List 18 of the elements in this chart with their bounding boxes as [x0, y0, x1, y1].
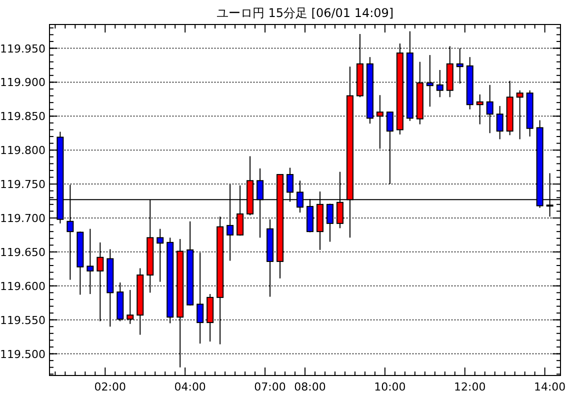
y-tick-label: 119.800 [0, 144, 46, 158]
x-tick-label: 08:00 [294, 380, 326, 394]
chart-title: ユーロ円 15分足 [06/01 14:09] [216, 6, 394, 20]
y-tick-label: 119.500 [0, 348, 46, 361]
y-tick-label: 119.700 [0, 212, 46, 225]
x-tick-label: 04:00 [174, 380, 206, 394]
x-tick-label: 07:00 [254, 380, 286, 394]
x-tick-label: 10:00 [374, 380, 406, 394]
x-tick-label: 02:00 [94, 380, 126, 394]
x-tick-label: 12:00 [454, 380, 486, 394]
x-tick-label: 14:00 [534, 380, 566, 394]
y-tick-label: 119.600 [0, 280, 46, 293]
y-tick-label: 119.550 [0, 314, 46, 327]
y-tick-label: 119.650 [0, 246, 46, 259]
y-tick-label: 119.950 [0, 42, 46, 56]
y-tick-label: 119.750 [0, 178, 46, 192]
y-tick-label: 119.850 [0, 110, 46, 124]
y-tick-label: 119.900 [0, 76, 46, 90]
